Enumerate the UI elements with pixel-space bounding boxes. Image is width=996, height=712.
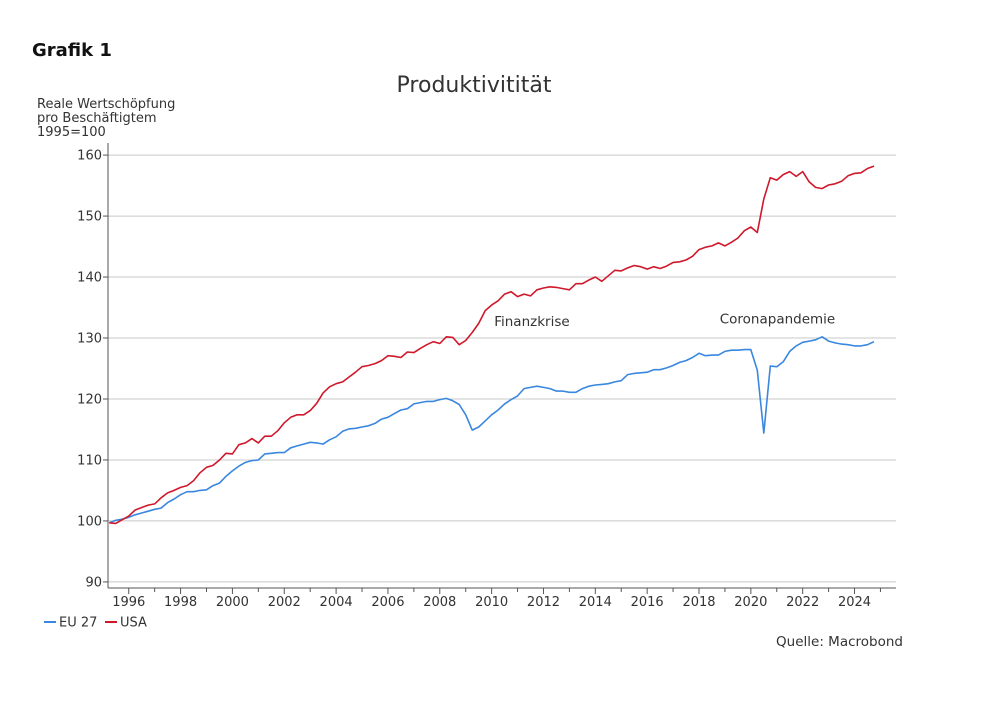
x-tick-label: 2010 (475, 595, 508, 610)
x-tick-label: 2002 (268, 595, 301, 610)
x-tick-label: 2020 (734, 595, 767, 610)
x-tick-label: 2014 (579, 595, 612, 610)
y-tick-label: 110 (77, 453, 102, 468)
annotations: Finanzkrise Coronapandemie (494, 311, 835, 329)
x-tick-label: 1996 (112, 595, 145, 610)
annotation-label: Coronapandemie (720, 311, 836, 327)
y-tick-label: 120 (77, 392, 102, 407)
source-note: Quelle: Macrobond (776, 634, 903, 650)
y-axis-label-line-1: Reale Wertschöpfung (37, 97, 175, 112)
axes: 90 100 110 120 130 140 150 160 1996 1998 2000 2002 2… (77, 143, 896, 610)
annotation-label: Finanzkrise (494, 314, 569, 330)
gridlines (108, 154, 896, 583)
series-line-usa (109, 165, 875, 525)
y-tick-label: 140 (77, 271, 102, 286)
y-tick-label: 90 (85, 575, 102, 590)
y-tick-label: 160 (77, 149, 102, 164)
x-tick-label: 2016 (631, 595, 664, 610)
x-tick-label: 2012 (527, 595, 560, 610)
x-tick-label: 2018 (682, 595, 715, 610)
chart-title: Produktivitität (397, 73, 552, 98)
legend-label: USA (120, 616, 147, 631)
y-tick-label: 130 (77, 332, 102, 347)
legend: EU 27 USA (44, 616, 147, 631)
x-tick-label: 2022 (786, 595, 819, 610)
y-axis-label-line-3: 1995=100 (37, 125, 106, 140)
x-tick-label: 1998 (164, 595, 197, 610)
series-lines (109, 165, 875, 525)
legend-label: EU 27 (59, 616, 97, 631)
x-tick-label: 2006 (371, 595, 404, 610)
figure-label: Grafik 1 (32, 40, 112, 61)
series-line-eu27 (109, 336, 875, 524)
x-tick-label: 2008 (423, 595, 456, 610)
y-tick-label: 150 (77, 210, 102, 225)
x-tick-label: 2004 (320, 595, 353, 610)
x-tick-label: 2000 (216, 595, 249, 610)
y-axis-label-line-2: pro Beschäftigtem (37, 111, 157, 126)
x-tick-label: 2024 (838, 595, 871, 610)
y-tick-label: 100 (77, 514, 102, 529)
